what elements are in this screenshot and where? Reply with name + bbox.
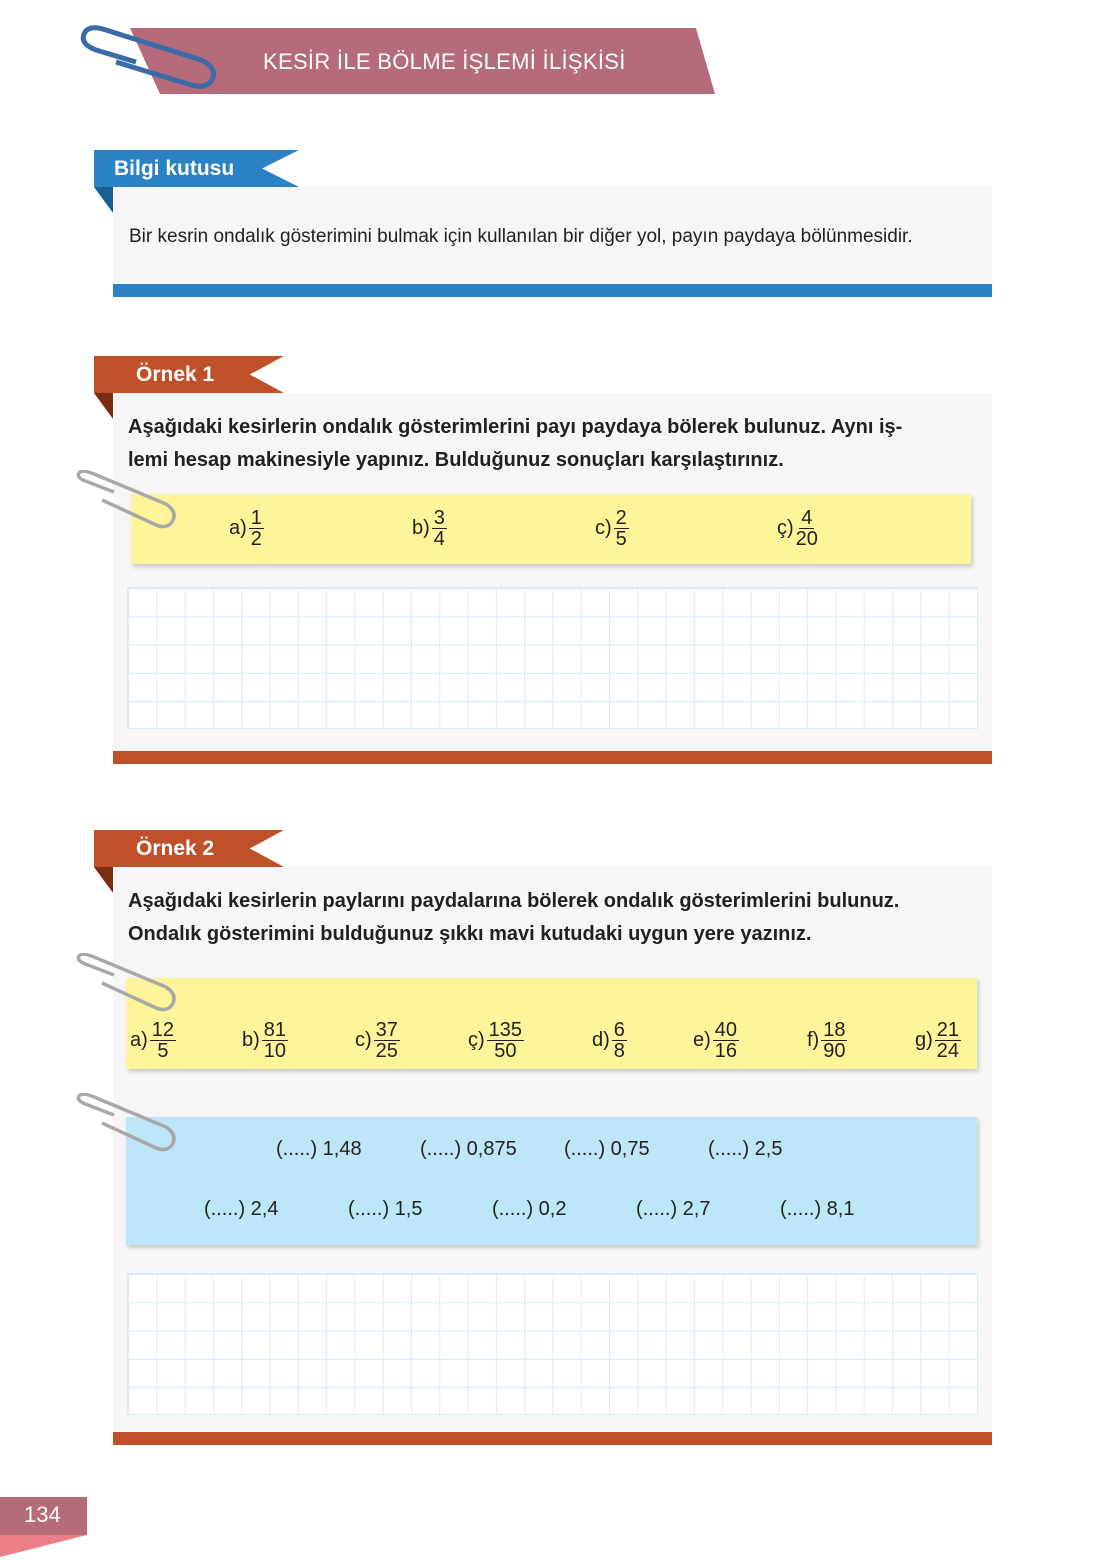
numerator: 6: [611, 1019, 627, 1041]
numerator: 21: [934, 1019, 962, 1041]
info-tab: Bilgi kutusu: [94, 150, 299, 187]
fraction-item: b) 3 4: [412, 508, 447, 549]
numerator: 18: [821, 1019, 848, 1041]
fraction-item: f) 18 90: [807, 1019, 848, 1062]
fraction-label: ç): [468, 1029, 485, 1051]
denominator: 2: [250, 528, 262, 550]
answer-slot[interactable]: (.....) 1,5: [348, 1198, 423, 1220]
fraction-item: ç) 4 20: [777, 508, 818, 549]
tab-fold: [94, 867, 113, 893]
answer-slot[interactable]: (.....) 1,48: [276, 1138, 362, 1160]
fraction-item: c) 37 25: [355, 1020, 400, 1061]
answer-slot[interactable]: (.....) 2,7: [636, 1198, 711, 1220]
paperclip-icon: [76, 470, 176, 529]
denominator: 10: [263, 1040, 287, 1062]
numerator: 1: [248, 507, 264, 529]
example2-fractions-box: a) 12 5 b) 81 10 c) 37 25 ç) 135 50 d) 6 8 e) 40 16 f) 18 90…: [126, 978, 977, 1069]
example1-question-line1: Aşağıdaki kesirlerin ondalık gösterimler…: [128, 416, 903, 438]
info-text: Bir kesrin ondalık gösterimini bulmak iç…: [129, 226, 913, 247]
denominator: 24: [936, 1040, 960, 1062]
numerator: 4: [799, 507, 815, 529]
denominator: 5: [615, 528, 627, 550]
numerator: 12: [149, 1019, 177, 1041]
page-title: KESİR İLE BÖLME İŞLEMİ İLİŞKİSİ: [263, 49, 626, 74]
fraction-label: c): [595, 517, 612, 539]
paperclip-icon: [76, 1093, 176, 1152]
work-grid: [127, 587, 978, 729]
example1-question-line2: lemi hesap makinesiyle yapınız. Bulduğun…: [128, 449, 784, 471]
tab-fold: [94, 187, 113, 213]
fraction-item: a) 1 2: [229, 508, 264, 549]
fraction-item: d) 6 8: [592, 1020, 627, 1061]
numerator: 135: [486, 1019, 525, 1041]
paperclip-icon: [80, 25, 217, 89]
fraction-label: c): [355, 1029, 372, 1051]
fraction-label: a): [130, 1029, 148, 1051]
page-corner: [0, 1535, 87, 1557]
fraction-item: c) 2 5: [595, 508, 629, 549]
denominator: 5: [157, 1040, 169, 1062]
tab-fold: [94, 393, 113, 419]
fraction-label: b): [412, 517, 430, 539]
fraction-item: ç) 135 50: [468, 1019, 525, 1062]
numerator: 2: [613, 507, 629, 529]
info-bar: [113, 284, 992, 297]
fraction-item: e) 40 16: [693, 1019, 740, 1062]
numerator: 81: [261, 1019, 289, 1041]
fraction-item: a) 12 5: [130, 1019, 177, 1062]
fraction-label: a): [229, 517, 247, 539]
example2-question-line2: Ondalık gösterimini bulduğunuz şıkkı mav…: [128, 923, 812, 945]
fraction-label: d): [592, 1029, 610, 1051]
example2-question-line1: Aşağıdaki kesirlerin paylarını paydaları…: [128, 890, 900, 912]
example1-tab: Örnek 1: [94, 356, 284, 393]
fraction-label: e): [693, 1029, 711, 1051]
denominator: 50: [494, 1040, 517, 1062]
answer-slot[interactable]: (.....) 0,875: [420, 1138, 517, 1160]
answer-slot[interactable]: (.....) 8,1: [780, 1198, 855, 1220]
fraction-label: b): [242, 1029, 260, 1051]
paperclip-icon: [76, 953, 176, 1012]
numerator: 37: [373, 1019, 400, 1041]
answer-slot[interactable]: (.....) 0,75: [564, 1138, 650, 1160]
fraction-label: g): [915, 1029, 933, 1051]
denominator: 16: [714, 1040, 738, 1062]
work-grid: [127, 1273, 978, 1415]
info-panel: [113, 187, 992, 284]
example1-fractions-box: a) 1 2 b) 3 4 c) 2 5 ç) 4 20: [131, 494, 971, 564]
fraction-item: b) 81 10: [242, 1019, 289, 1062]
answer-slot[interactable]: (.....) 2,4: [204, 1198, 279, 1220]
answer-slot[interactable]: (.....) 2,5: [708, 1138, 783, 1160]
numerator: 3: [431, 507, 447, 529]
numerator: 40: [712, 1019, 740, 1041]
fraction-item: g) 21 24: [915, 1019, 962, 1062]
denominator: 8: [613, 1040, 625, 1062]
title-banner: [130, 28, 715, 94]
denominator: 20: [795, 528, 818, 550]
answer-slot[interactable]: (.....) 0,2: [492, 1198, 567, 1220]
denominator: 4: [433, 528, 445, 550]
example1-bar: [113, 751, 992, 764]
fraction-label: f): [807, 1029, 820, 1051]
answers-box: (.....) 1,48 (.....) 0,875 (.....) 0,75 (..…: [126, 1117, 977, 1245]
denominator: 90: [823, 1040, 846, 1062]
page-number: 134: [0, 1497, 87, 1535]
denominator: 25: [375, 1040, 398, 1062]
fraction-label: ç): [777, 517, 794, 539]
example2-tab: Örnek 2: [94, 830, 284, 867]
example2-bar: [113, 1432, 992, 1445]
